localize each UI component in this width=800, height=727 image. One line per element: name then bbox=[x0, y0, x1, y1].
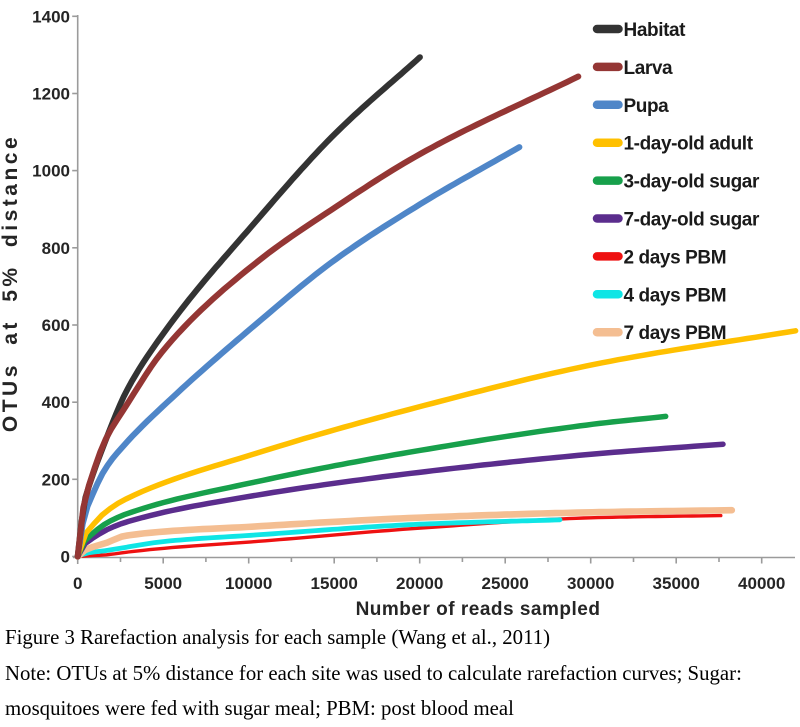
svg-text:mosquitoes were fed with sugar: mosquitoes were fed with sugar meal; PBM… bbox=[5, 697, 514, 720]
svg-text:35000: 35000 bbox=[653, 574, 700, 593]
svg-text:7-day-old sugar: 7-day-old sugar bbox=[624, 210, 760, 231]
svg-text:Number of reads sampled: Number of reads sampled bbox=[356, 599, 601, 620]
svg-text:Habitat: Habitat bbox=[624, 20, 687, 41]
svg-text:1-day-old adult: 1-day-old adult bbox=[624, 134, 754, 155]
svg-text:2 days PBM: 2 days PBM bbox=[624, 247, 727, 268]
svg-text:30000: 30000 bbox=[567, 574, 614, 593]
svg-text:0: 0 bbox=[61, 548, 70, 567]
svg-text:400: 400 bbox=[42, 393, 70, 412]
svg-text:800: 800 bbox=[42, 239, 70, 258]
svg-text:0: 0 bbox=[73, 574, 82, 593]
svg-text:600: 600 bbox=[42, 316, 70, 335]
svg-text:200: 200 bbox=[42, 470, 70, 489]
svg-text:15000: 15000 bbox=[311, 574, 358, 593]
svg-text:1200: 1200 bbox=[32, 85, 70, 104]
svg-text:OTUs at 5% distance: OTUs at 5% distance bbox=[0, 134, 22, 432]
svg-text:5000: 5000 bbox=[144, 574, 182, 593]
svg-text:1000: 1000 bbox=[32, 162, 70, 181]
svg-text:25000: 25000 bbox=[482, 574, 529, 593]
svg-text:4 days PBM: 4 days PBM bbox=[624, 285, 727, 306]
svg-text:Figure 3 Rarefaction analysis: Figure 3 Rarefaction analysis for each s… bbox=[5, 626, 550, 649]
svg-text:7 days PBM: 7 days PBM bbox=[624, 323, 727, 344]
svg-text:Pupa: Pupa bbox=[624, 96, 670, 117]
svg-text:20000: 20000 bbox=[396, 574, 443, 593]
svg-text:Note: OTUs at 5% distance for: Note: OTUs at 5% distance for each site … bbox=[5, 662, 742, 685]
svg-text:10000: 10000 bbox=[225, 574, 272, 593]
svg-text:40000: 40000 bbox=[738, 574, 785, 593]
svg-text:1400: 1400 bbox=[32, 7, 70, 26]
svg-text:Larva: Larva bbox=[624, 58, 674, 79]
svg-text:3-day-old sugar: 3-day-old sugar bbox=[624, 172, 760, 193]
